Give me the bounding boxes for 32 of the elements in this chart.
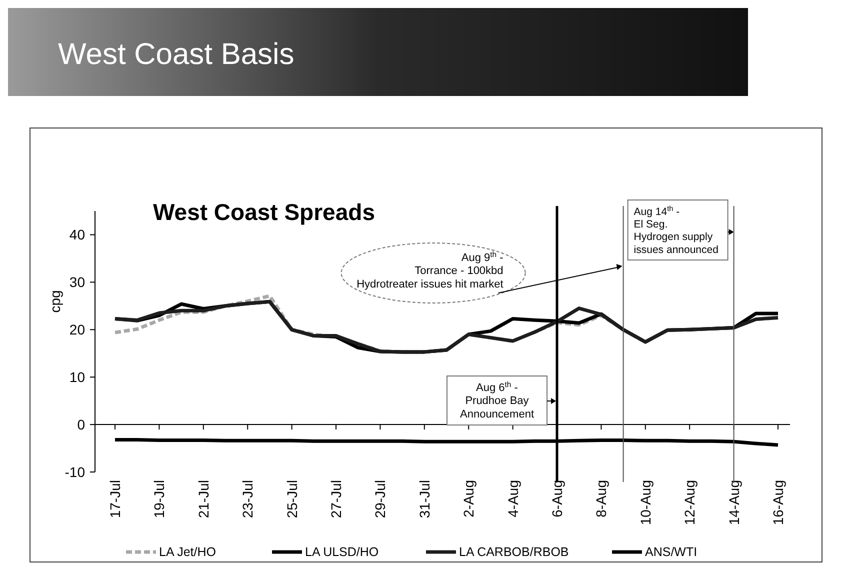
x-tick-label: 21-Jul xyxy=(195,480,212,518)
y-tick-label: 30 xyxy=(69,274,86,290)
ref-line-label: Aug 9$^{th}$ - Torrance - 100kbd Hydrotreater issues hit market xyxy=(356,250,504,290)
x-tick-label: 6-Aug xyxy=(549,480,565,518)
chart-title: West Coast Basis xyxy=(58,38,294,71)
legend-label: ANS/WTI xyxy=(645,545,698,559)
x-tick-label: 10-Aug xyxy=(637,480,654,526)
x-tick-label: 4-Aug xyxy=(504,480,521,518)
x-tick-label: 19-Jul xyxy=(151,480,168,518)
y-tick-label: 10 xyxy=(69,369,86,386)
x-tick-label: 12-Aug xyxy=(682,480,698,526)
legend-label: LA ULSD/HO xyxy=(305,545,379,559)
x-tick-label: 23-Jul xyxy=(240,480,256,518)
legend-label: LA Jet/HO xyxy=(159,545,216,559)
x-tick-label: 17-Jul xyxy=(107,480,123,518)
y-tick-label: 20 xyxy=(69,322,86,338)
ref-line-label: Aug 6$^{th}$ - Prudhoe Bay Announcement xyxy=(460,380,534,420)
chart-subtitle: West Coast Spreads xyxy=(153,199,375,225)
x-tick-label: 25-Jul xyxy=(284,480,300,518)
x-tick-label: 27-Jul xyxy=(328,480,344,518)
legend-label: LA CARBOB/RBOB xyxy=(459,545,569,559)
x-tick-label: 2-Aug xyxy=(460,480,477,518)
x-tick-label: 14-Aug xyxy=(726,480,742,526)
x-tick-label: 31-Jul xyxy=(416,480,432,518)
x-tick-label: 16-Aug xyxy=(770,480,786,526)
x-tick-label: 29-Jul xyxy=(372,480,388,518)
x-tick-label: 8-Aug xyxy=(593,480,610,518)
y-tick-label: -10 xyxy=(64,464,86,480)
ref-line-label: Aug 14$^{th}$ - El Seg. Hydrogen supply issues announced xyxy=(634,204,719,256)
y-tick-label: 40 xyxy=(69,226,86,243)
y-axis-title: cpg xyxy=(47,290,63,313)
y-tick-label: 0 xyxy=(77,416,86,433)
